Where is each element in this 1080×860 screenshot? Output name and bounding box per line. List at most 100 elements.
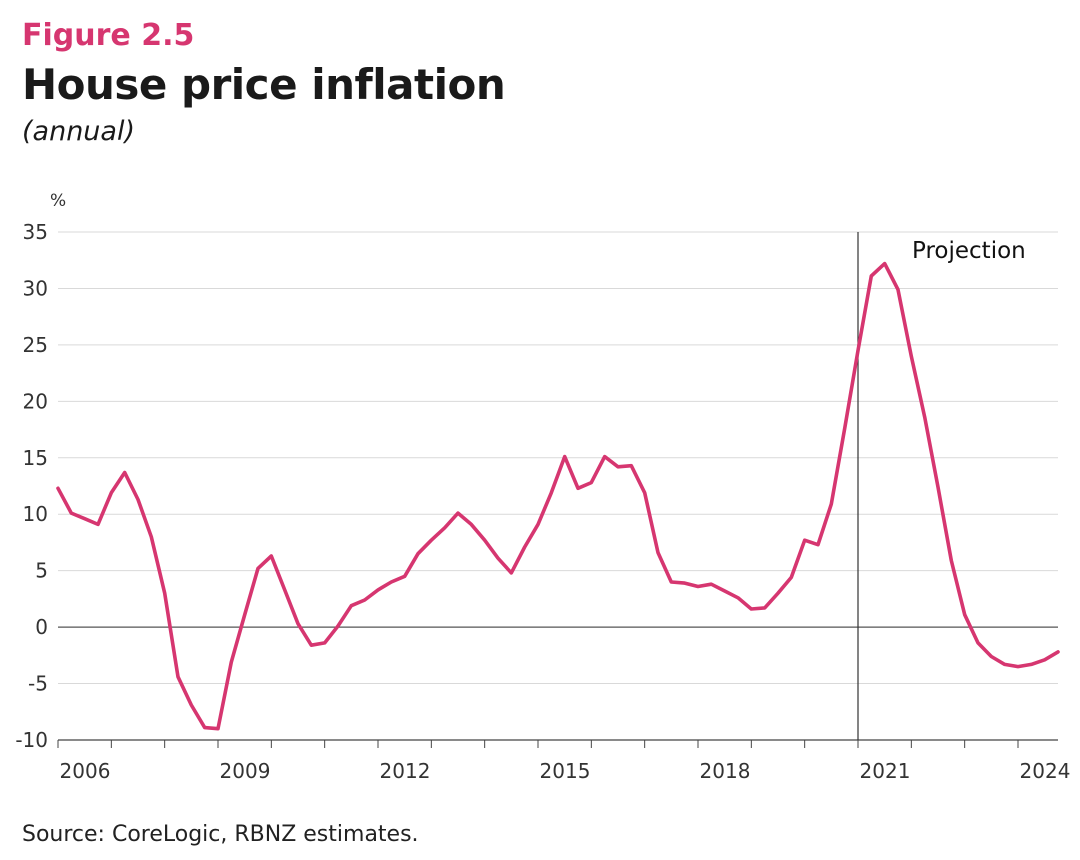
data-point bbox=[736, 596, 740, 600]
x-tick-label: 2009 bbox=[220, 759, 271, 783]
data-point bbox=[1016, 664, 1020, 668]
data-point bbox=[816, 543, 820, 547]
data-point bbox=[176, 675, 180, 679]
y-axis-unit-label: % bbox=[50, 191, 66, 211]
x-tick-label: 2021 bbox=[860, 759, 911, 783]
data-point bbox=[549, 491, 553, 495]
data-point bbox=[776, 591, 780, 595]
data-point bbox=[603, 454, 607, 458]
data-point bbox=[349, 604, 353, 608]
data-point bbox=[856, 348, 860, 352]
figure-label: Figure 2.5 bbox=[22, 18, 195, 53]
data-point bbox=[909, 354, 913, 358]
x-tick-label: 2006 bbox=[60, 759, 111, 783]
data-point bbox=[456, 511, 460, 515]
x-axis: 2006 2009 2012 2015 2018 2021 2024 bbox=[57, 739, 1070, 783]
data-point bbox=[443, 526, 447, 530]
chart-title: House price inflation bbox=[22, 60, 506, 109]
data-point bbox=[229, 660, 233, 664]
data-point bbox=[109, 491, 113, 495]
data-point bbox=[429, 538, 433, 542]
y-tick-label: 30 bbox=[23, 276, 48, 300]
data-point bbox=[523, 545, 527, 549]
data-point bbox=[69, 511, 73, 515]
data-point bbox=[136, 497, 140, 501]
data-point bbox=[323, 641, 327, 645]
data-point bbox=[763, 606, 767, 610]
data-point bbox=[789, 575, 793, 579]
x-tick-label: 2012 bbox=[380, 759, 431, 783]
data-point bbox=[269, 554, 273, 558]
data-point bbox=[1029, 662, 1033, 666]
data-point bbox=[936, 485, 940, 489]
y-tick-label: 25 bbox=[23, 333, 48, 357]
y-tick-label: 0 bbox=[35, 615, 48, 639]
data-point bbox=[656, 550, 660, 554]
data-point bbox=[243, 613, 247, 617]
data-point bbox=[416, 552, 420, 556]
data-point bbox=[1043, 658, 1047, 662]
data-point bbox=[803, 538, 807, 542]
data-point bbox=[256, 566, 260, 570]
data-point bbox=[123, 470, 127, 474]
y-tick-label: -5 bbox=[28, 672, 48, 696]
data-point bbox=[616, 465, 620, 469]
data-point bbox=[923, 415, 927, 419]
gridlines bbox=[58, 231, 1058, 741]
data-point bbox=[869, 274, 873, 278]
y-tick-label: 20 bbox=[23, 389, 48, 413]
y-tick-label: 35 bbox=[23, 220, 48, 244]
data-point bbox=[669, 580, 673, 584]
data-point bbox=[749, 607, 753, 611]
data-point bbox=[829, 502, 833, 506]
data-point bbox=[896, 287, 900, 291]
data-point bbox=[203, 725, 207, 729]
data-point bbox=[363, 598, 367, 602]
data-point bbox=[976, 641, 980, 645]
data-point bbox=[189, 703, 193, 707]
data-point bbox=[469, 522, 473, 526]
data-point bbox=[723, 589, 727, 593]
data-point bbox=[216, 727, 220, 731]
data-point bbox=[563, 454, 567, 458]
y-tick-label: 5 bbox=[35, 559, 48, 583]
data-point bbox=[709, 582, 713, 586]
data-point bbox=[963, 613, 967, 617]
series-line bbox=[56, 261, 1060, 731]
projection-label: Projection bbox=[912, 238, 1026, 264]
source-note: Source: CoreLogic, RBNZ estimates. bbox=[22, 822, 419, 847]
data-point bbox=[163, 591, 167, 595]
data-point bbox=[149, 535, 153, 539]
y-tick-label: 10 bbox=[23, 502, 48, 526]
data-point bbox=[696, 584, 700, 588]
data-point bbox=[509, 571, 513, 575]
series-layer bbox=[56, 232, 1060, 740]
data-point bbox=[309, 643, 313, 647]
data-point bbox=[96, 522, 100, 526]
chart-subtitle: (annual) bbox=[22, 116, 135, 147]
y-tick-label: -10 bbox=[15, 728, 48, 752]
data-point bbox=[843, 426, 847, 430]
x-tick-label: 2015 bbox=[540, 759, 591, 783]
data-point bbox=[883, 261, 887, 265]
data-point bbox=[283, 588, 287, 592]
data-point bbox=[336, 624, 340, 628]
data-point bbox=[296, 622, 300, 626]
data-point bbox=[989, 654, 993, 658]
data-point bbox=[83, 517, 87, 521]
data-point bbox=[536, 522, 540, 526]
data-point bbox=[1056, 650, 1060, 654]
data-point bbox=[683, 581, 687, 585]
data-point bbox=[1003, 662, 1007, 666]
data-point bbox=[589, 480, 593, 484]
x-tick-label: 2018 bbox=[700, 759, 751, 783]
data-point bbox=[576, 486, 580, 490]
data-point bbox=[376, 588, 380, 592]
data-point bbox=[389, 580, 393, 584]
data-point bbox=[629, 464, 633, 468]
data-point bbox=[643, 491, 647, 495]
data-point bbox=[483, 538, 487, 542]
data-point bbox=[403, 574, 407, 578]
y-tick-label: 15 bbox=[23, 446, 48, 470]
